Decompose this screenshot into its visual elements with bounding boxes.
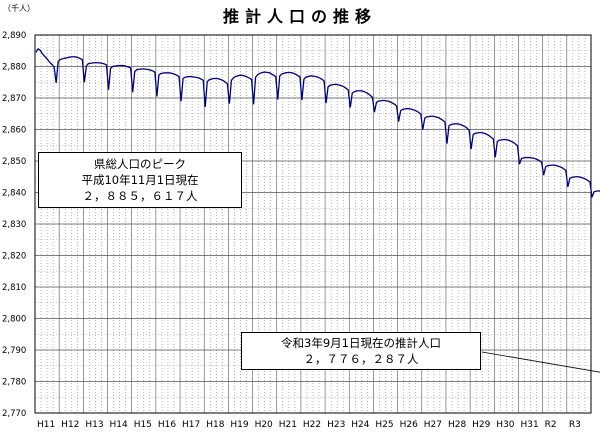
x-tick-label: H29 bbox=[472, 420, 490, 430]
x-tick-label: H11 bbox=[37, 420, 55, 430]
x-tick-label: H13 bbox=[85, 420, 103, 430]
chart-title: 推計人口の推移 bbox=[222, 7, 377, 26]
x-tick-label: H16 bbox=[158, 420, 176, 430]
plot-frame bbox=[34, 34, 592, 414]
x-tick-label: R2 bbox=[545, 420, 557, 430]
y-tick-label: 2,880 bbox=[2, 63, 26, 73]
x-tick-label: H20 bbox=[255, 420, 273, 430]
peak-callout-line-3: ２，８８５，６１７人 bbox=[82, 189, 198, 203]
x-tick-label: H18 bbox=[206, 420, 224, 430]
x-axis-tick-labels: H11 H12 H13 H14 H15 H16 H17 H18 H19 H20 H21 H22 H23 H… bbox=[37, 420, 581, 430]
peak-callout: 県総人口のピーク 平成10年11月1日現在 ２，８８５，６１７人 bbox=[38, 152, 242, 208]
current-callout: 令和3年9月1日現在の推計人口 ２，７７６，２８７人 bbox=[241, 332, 481, 370]
x-tick-label: H24 bbox=[351, 420, 369, 430]
x-tick-label: H12 bbox=[61, 420, 79, 430]
y-tick-label: 2,890 bbox=[2, 31, 26, 41]
y-tick-label: 2,810 bbox=[2, 283, 26, 293]
x-tick-label: H15 bbox=[134, 420, 152, 430]
y-tick-label: 2,800 bbox=[2, 315, 26, 325]
x-tick-label: H22 bbox=[303, 420, 321, 430]
population-series-line bbox=[35, 47, 600, 198]
x-tick-label: H31 bbox=[520, 420, 538, 430]
y-tick-label: 2,820 bbox=[2, 252, 26, 262]
y-tick-label: 2,850 bbox=[2, 157, 26, 167]
y-tick-label: 2,780 bbox=[2, 378, 26, 388]
x-tick-label: H25 bbox=[375, 420, 393, 430]
x-tick-label: H21 bbox=[279, 420, 297, 430]
x-tick-label: H26 bbox=[400, 420, 418, 430]
current-callout-line-2: ２，７７６，２８７人 bbox=[303, 352, 419, 366]
x-tick-label: H23 bbox=[327, 420, 345, 430]
callout-leader-line bbox=[481, 351, 600, 373]
y-tick-label: 2,830 bbox=[2, 220, 26, 230]
peak-callout-line-2: 平成10年11月1日現在 bbox=[81, 173, 199, 187]
x-tick-label: H27 bbox=[424, 420, 442, 430]
x-tick-label: R3 bbox=[569, 420, 581, 430]
y-tick-label: 2,770 bbox=[2, 409, 26, 419]
y-tick-label: 2,870 bbox=[2, 94, 26, 104]
y-axis-tick-labels: 2,770 2,780 2,790 2,800 2,810 2,820 2,830 2,840… bbox=[2, 31, 26, 419]
peak-callout-line-1: 県総人口のピーク bbox=[94, 157, 186, 171]
y-tick-label: 2,840 bbox=[2, 189, 26, 199]
x-tick-label: H19 bbox=[230, 420, 248, 430]
x-tick-label: H17 bbox=[182, 420, 200, 430]
current-callout-line-1: 令和3年9月1日現在の推計人口 bbox=[281, 336, 441, 350]
y-tick-label: 2,860 bbox=[2, 126, 26, 136]
y-axis-unit-label: （千人） bbox=[3, 4, 35, 13]
x-tick-label: H28 bbox=[448, 420, 466, 430]
x-tick-label: H30 bbox=[496, 420, 514, 430]
x-tick-label: H14 bbox=[110, 420, 128, 430]
y-tick-label: 2,790 bbox=[2, 346, 26, 356]
